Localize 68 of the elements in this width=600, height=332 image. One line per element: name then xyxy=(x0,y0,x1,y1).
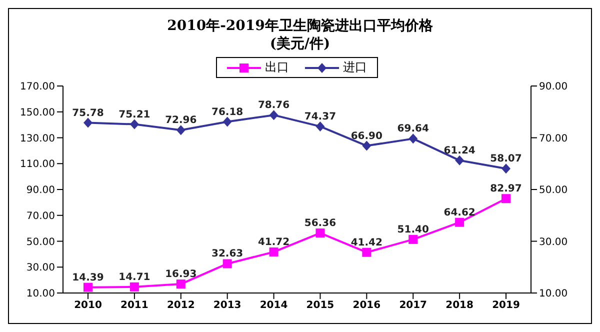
point xyxy=(316,121,325,132)
data-label: 16.93 xyxy=(165,269,197,280)
legend-label: 出口 xyxy=(264,59,289,76)
data-label: 51.40 xyxy=(397,224,429,236)
data-label: 64.62 xyxy=(444,207,476,218)
point xyxy=(130,282,139,292)
point xyxy=(222,259,232,268)
data-label: 75.78 xyxy=(72,108,104,119)
data-label: 41.42 xyxy=(350,237,383,248)
data-label: 76.18 xyxy=(212,106,244,118)
point xyxy=(130,119,139,130)
x-tick-label: 2017 xyxy=(399,300,428,312)
data-label: 61.24 xyxy=(444,145,476,156)
x-tick-label: 2011 xyxy=(120,300,148,312)
y-tick-label: 70.00 xyxy=(26,210,55,222)
y-tick-label: 150.00 xyxy=(20,107,55,118)
point xyxy=(176,280,186,289)
x-tick-label: 2012 xyxy=(166,300,195,312)
chart-subtitle: (美元/件) xyxy=(268,35,332,53)
point xyxy=(455,155,464,166)
y2-tick-label: 50.00 xyxy=(539,185,568,196)
data-label: 69.64 xyxy=(397,124,429,135)
x-tick-label: 2015 xyxy=(306,300,334,312)
point xyxy=(408,234,418,244)
y-tick-label: 30.00 xyxy=(26,262,55,274)
y-tick-label: 130.00 xyxy=(20,133,55,144)
legend-label: 进口 xyxy=(342,59,367,76)
point xyxy=(408,134,418,144)
data-label: 14.39 xyxy=(72,272,104,284)
point xyxy=(455,218,464,227)
data-label: 58.07 xyxy=(490,154,522,165)
x-tick-label: 2013 xyxy=(213,300,242,312)
y-tick-label: 50.00 xyxy=(26,236,55,248)
x-tick-label: 2019 xyxy=(492,300,520,312)
y-tick-label: 170.00 xyxy=(20,82,55,93)
data-label: 75.21 xyxy=(118,109,150,120)
y-tick-label: 110.00 xyxy=(20,159,55,170)
point xyxy=(84,282,92,292)
chart-title: 2010年-2019年卫生陶瓷进出口平均价格 xyxy=(166,17,434,35)
y2-tick-label: 30.00 xyxy=(539,236,568,248)
x-tick-label: 2018 xyxy=(446,300,474,312)
data-label: 32.63 xyxy=(212,248,244,260)
y-tick-label: 10.00 xyxy=(26,288,55,300)
point xyxy=(502,194,510,204)
data-label: 56.36 xyxy=(304,218,336,230)
y2-tick-label: 90.00 xyxy=(539,82,568,93)
point xyxy=(176,125,186,136)
data-label: 78.76 xyxy=(258,100,290,112)
data-label: 41.72 xyxy=(258,236,290,248)
point xyxy=(84,118,92,128)
y2-tick-label: 10.00 xyxy=(539,288,568,300)
x-tick-label: 2014 xyxy=(260,300,288,312)
point xyxy=(269,247,278,256)
data-label: 14.71 xyxy=(118,272,150,283)
point xyxy=(222,116,232,127)
y2-tick-label: 70.00 xyxy=(539,133,568,144)
point xyxy=(362,140,372,151)
point xyxy=(316,228,325,238)
x-tick-label: 2010 xyxy=(74,300,102,312)
data-label: 82.97 xyxy=(490,184,522,195)
point xyxy=(362,248,372,257)
y-tick-label: 90.00 xyxy=(26,185,55,196)
data-label: 74.37 xyxy=(304,111,336,122)
data-label: 72.96 xyxy=(165,115,197,126)
point xyxy=(502,164,510,174)
x-tick-label: 2016 xyxy=(352,300,381,312)
point xyxy=(269,110,278,120)
data-label: 66.90 xyxy=(350,130,383,142)
